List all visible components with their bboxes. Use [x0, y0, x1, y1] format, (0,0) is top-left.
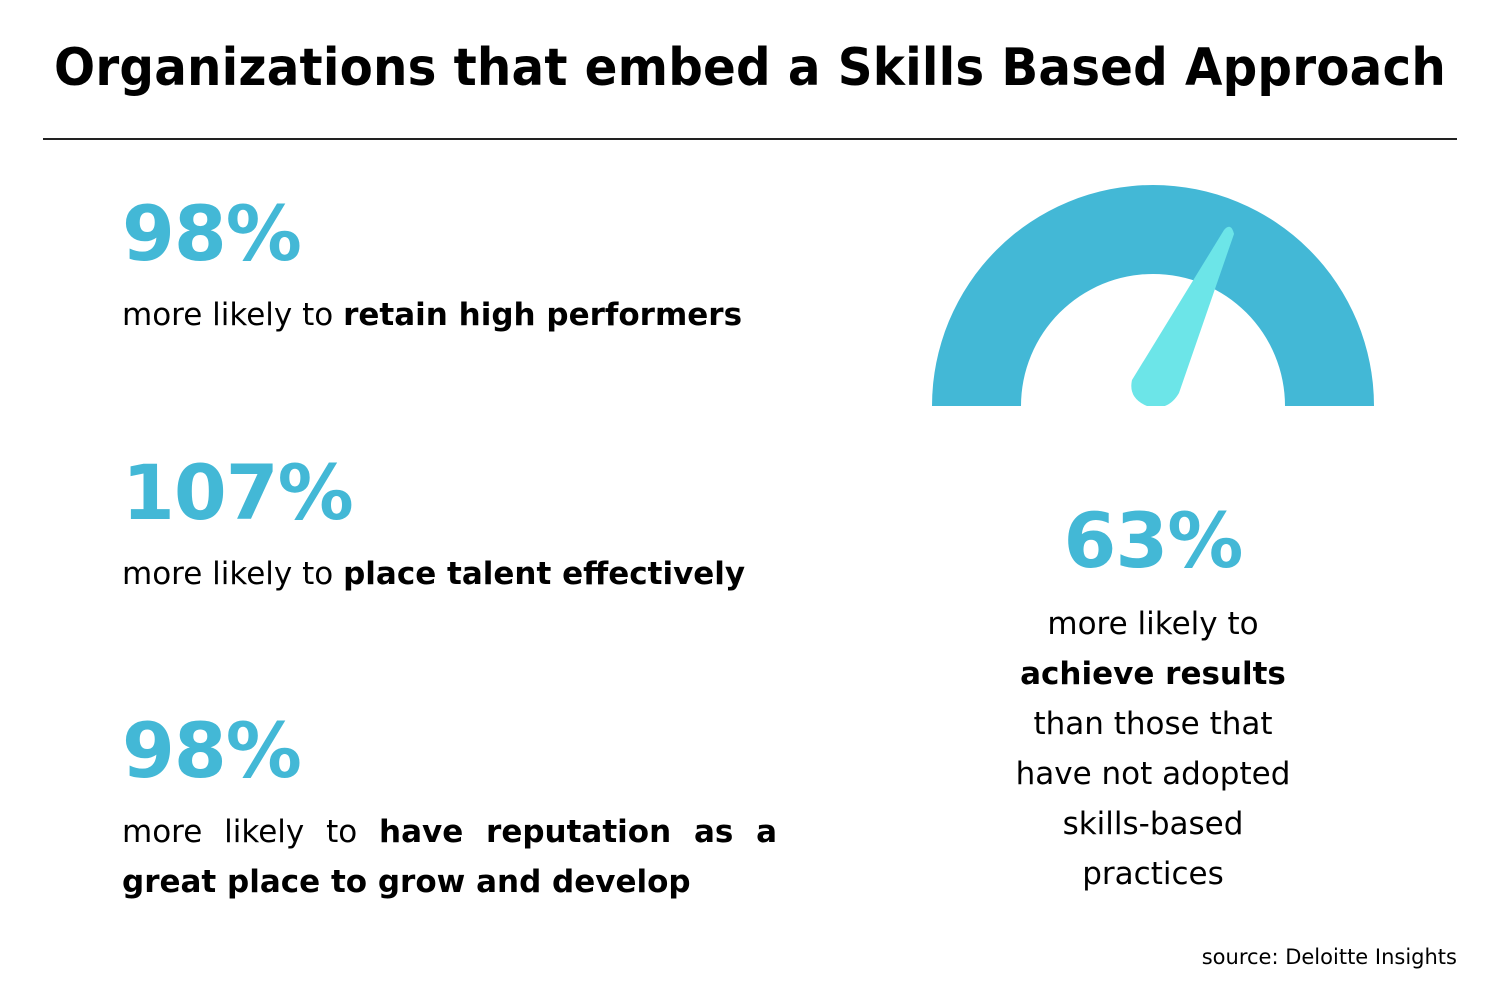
stat-reputation: 98% more likely to have reputation as a … [122, 713, 777, 907]
stat-prefix: more likely to [122, 297, 344, 333]
title-divider [43, 138, 1457, 140]
stat-emphasis: place talent effectively [343, 556, 746, 592]
stat-description: more likely to retain high performers [122, 290, 742, 340]
stat-value: 98% [122, 189, 302, 278]
gauge-needle [1131, 226, 1234, 406]
speedometer-gauge-icon [932, 185, 1374, 406]
stat-description: more likely to place talent effectively [122, 549, 745, 599]
stat-place-talent: 107% more likely to place talent effecti… [122, 455, 745, 599]
stat-emphasis: retain high performers [343, 297, 743, 333]
page-title: Organizations that embed a Skills Based … [54, 38, 1446, 98]
stat-suffix: than those that have not adopted skills-… [1015, 706, 1291, 892]
stat-achieve-results: 63% more likely to achieve results than … [980, 503, 1326, 899]
stat-emphasis: achieve results [1020, 656, 1286, 692]
stat-value: 98% [122, 706, 302, 795]
stat-retain-high-performers: 98% more likely to retain high performer… [122, 196, 742, 340]
stat-value: 107% [122, 448, 354, 537]
stat-value: 63% [1063, 496, 1244, 585]
stat-prefix: more likely to [122, 556, 344, 592]
stat-prefix: more likely to [1047, 606, 1259, 642]
stat-prefix: more likely to [122, 814, 380, 850]
stat-description: more likely to achieve results than thos… [980, 599, 1326, 899]
stat-emphasis: have reputation as a great place to grow… [122, 814, 778, 900]
gauge-arc [932, 185, 1374, 406]
source-credit: source: Deloitte Insights [1201, 945, 1457, 969]
stat-description: more likely to have reputation as a grea… [122, 807, 777, 907]
